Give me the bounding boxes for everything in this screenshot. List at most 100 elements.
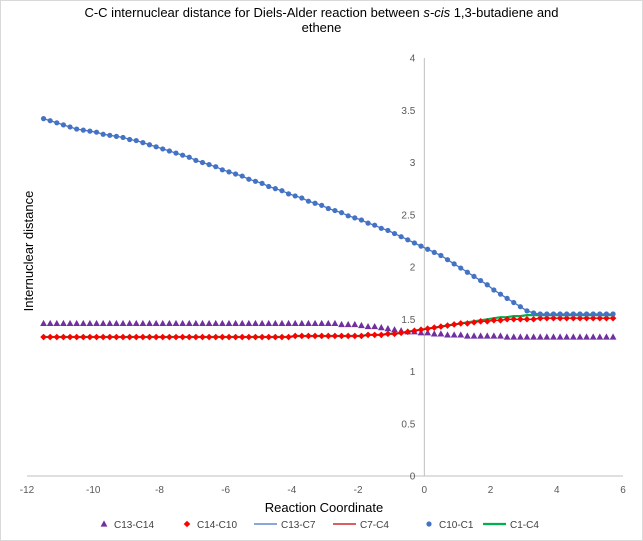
data-point-C10-C1 bbox=[206, 161, 212, 168]
series-C14-C10 bbox=[40, 314, 617, 341]
legend-label-C13-C7: C13-C7 bbox=[281, 520, 316, 531]
data-point-C10-C1 bbox=[239, 173, 245, 179]
data-point-C14-C10 bbox=[46, 333, 54, 341]
data-point-C13-C14 bbox=[430, 330, 438, 337]
data-point-C13-C14 bbox=[252, 319, 259, 327]
y-tick-label: 0.5 bbox=[401, 419, 415, 430]
data-point-C14-C10 bbox=[205, 333, 213, 341]
data-point-C13-C14 bbox=[99, 319, 107, 327]
data-point-C14-C10 bbox=[252, 333, 259, 341]
data-point-C10-C1 bbox=[252, 178, 259, 184]
data-point-C14-C10 bbox=[113, 333, 120, 341]
data-point-C10-C1 bbox=[564, 311, 570, 317]
data-point-C14-C10 bbox=[238, 333, 246, 341]
data-point-C10-C1 bbox=[279, 188, 285, 194]
data-point-C10-C1 bbox=[193, 157, 199, 164]
data-point-C14-C10 bbox=[603, 314, 610, 322]
data-point-C14-C10 bbox=[444, 322, 451, 329]
data-point-C13-C14 bbox=[576, 333, 584, 340]
data-point-C14-C10 bbox=[536, 314, 544, 322]
data-point-C10-C1 bbox=[153, 144, 159, 150]
data-point-C10-C1 bbox=[54, 120, 60, 126]
data-point-C14-C10 bbox=[576, 314, 584, 322]
data-point-C10-C1 bbox=[40, 116, 47, 122]
data-point-C10-C1 bbox=[345, 213, 351, 219]
y-axis-title: Internuclear distance bbox=[21, 191, 36, 312]
data-point-C13-C14 bbox=[132, 319, 140, 327]
data-point-C13-C14 bbox=[497, 332, 504, 339]
data-point-C14-C10 bbox=[596, 314, 604, 322]
data-point-C10-C1 bbox=[385, 227, 391, 234]
data-point-C14-C10 bbox=[437, 323, 445, 330]
data-point-C13-C14 bbox=[265, 319, 273, 327]
data-point-C13-C14 bbox=[516, 333, 524, 340]
data-point-C14-C10 bbox=[490, 316, 498, 324]
data-point-C13-C14 bbox=[358, 321, 365, 329]
y-tick-label: 3 bbox=[410, 158, 416, 169]
data-point-C14-C10 bbox=[338, 332, 345, 340]
data-point-C10-C1 bbox=[544, 311, 550, 317]
data-point-C14-C10 bbox=[483, 318, 491, 325]
data-point-C10-C1 bbox=[292, 193, 298, 199]
data-point-C13-C14 bbox=[271, 319, 279, 327]
data-point-C10-C1 bbox=[266, 183, 272, 190]
legend-marker-C13-C14 bbox=[100, 520, 108, 527]
data-point-C10-C1 bbox=[74, 126, 80, 132]
data-point-C10-C1 bbox=[127, 136, 133, 143]
data-point-C14-C10 bbox=[172, 333, 180, 341]
y-tick-label: 1.5 bbox=[401, 315, 415, 326]
data-point-C13-C14 bbox=[86, 319, 94, 327]
data-point-C14-C10 bbox=[66, 333, 74, 341]
data-point-C10-C1 bbox=[511, 299, 517, 306]
data-point-C14-C10 bbox=[159, 333, 167, 341]
data-point-C14-C10 bbox=[212, 333, 220, 341]
data-point-C10-C1 bbox=[166, 148, 172, 154]
data-point-C13-C14 bbox=[106, 319, 114, 327]
data-point-C14-C10 bbox=[166, 333, 173, 341]
data-point-C10-C1 bbox=[305, 198, 312, 204]
data-point-C14-C10 bbox=[245, 333, 253, 341]
data-point-C14-C10 bbox=[358, 332, 365, 340]
data-point-C13-C14 bbox=[510, 333, 518, 340]
data-point-C13-C14 bbox=[450, 331, 458, 338]
data-point-C10-C1 bbox=[332, 207, 338, 214]
data-point-C10-C1 bbox=[352, 215, 358, 221]
data-point-C13-C14 bbox=[609, 333, 617, 340]
data-point-C13-C14 bbox=[218, 319, 226, 327]
data-point-C14-C10 bbox=[199, 333, 206, 341]
data-point-C13-C14 bbox=[563, 333, 571, 340]
data-point-C13-C14 bbox=[79, 319, 87, 327]
data-point-C10-C1 bbox=[140, 140, 146, 146]
data-point-C10-C1 bbox=[577, 311, 583, 317]
data-point-C10-C1 bbox=[478, 277, 484, 284]
data-point-C14-C10 bbox=[232, 333, 239, 341]
data-point-C14-C10 bbox=[265, 333, 273, 341]
data-point-C13-C14 bbox=[146, 319, 153, 327]
data-point-C13-C14 bbox=[596, 333, 604, 340]
data-point-C14-C10 bbox=[477, 318, 484, 325]
data-point-C13-C14 bbox=[377, 324, 385, 331]
data-point-C13-C14 bbox=[463, 332, 471, 339]
data-point-C14-C10 bbox=[132, 333, 140, 341]
data-point-C10-C1 bbox=[60, 122, 67, 128]
legend-label-C7-C4: C7-C4 bbox=[360, 520, 389, 531]
data-point-C14-C10 bbox=[278, 333, 286, 341]
data-point-C14-C10 bbox=[417, 326, 425, 333]
data-point-C14-C10 bbox=[457, 320, 465, 327]
data-point-C13-C14 bbox=[483, 332, 491, 339]
data-point-C10-C1 bbox=[550, 311, 557, 317]
data-point-C13-C14 bbox=[364, 322, 372, 330]
data-point-C13-C14 bbox=[53, 319, 61, 327]
data-point-C14-C10 bbox=[305, 332, 312, 340]
data-point-C14-C10 bbox=[298, 332, 306, 340]
data-point-C10-C1 bbox=[285, 191, 292, 197]
data-point-C14-C10 bbox=[325, 332, 332, 340]
data-point-C13-C14 bbox=[126, 319, 134, 327]
data-point-C10-C1 bbox=[524, 308, 530, 314]
data-point-C14-C10 bbox=[530, 315, 537, 323]
data-point-C10-C1 bbox=[272, 186, 278, 192]
data-point-C10-C1 bbox=[186, 154, 192, 160]
data-point-C10-C1 bbox=[358, 217, 365, 223]
data-point-C13-C14 bbox=[589, 333, 597, 340]
x-tick-label: -2 bbox=[354, 485, 363, 496]
